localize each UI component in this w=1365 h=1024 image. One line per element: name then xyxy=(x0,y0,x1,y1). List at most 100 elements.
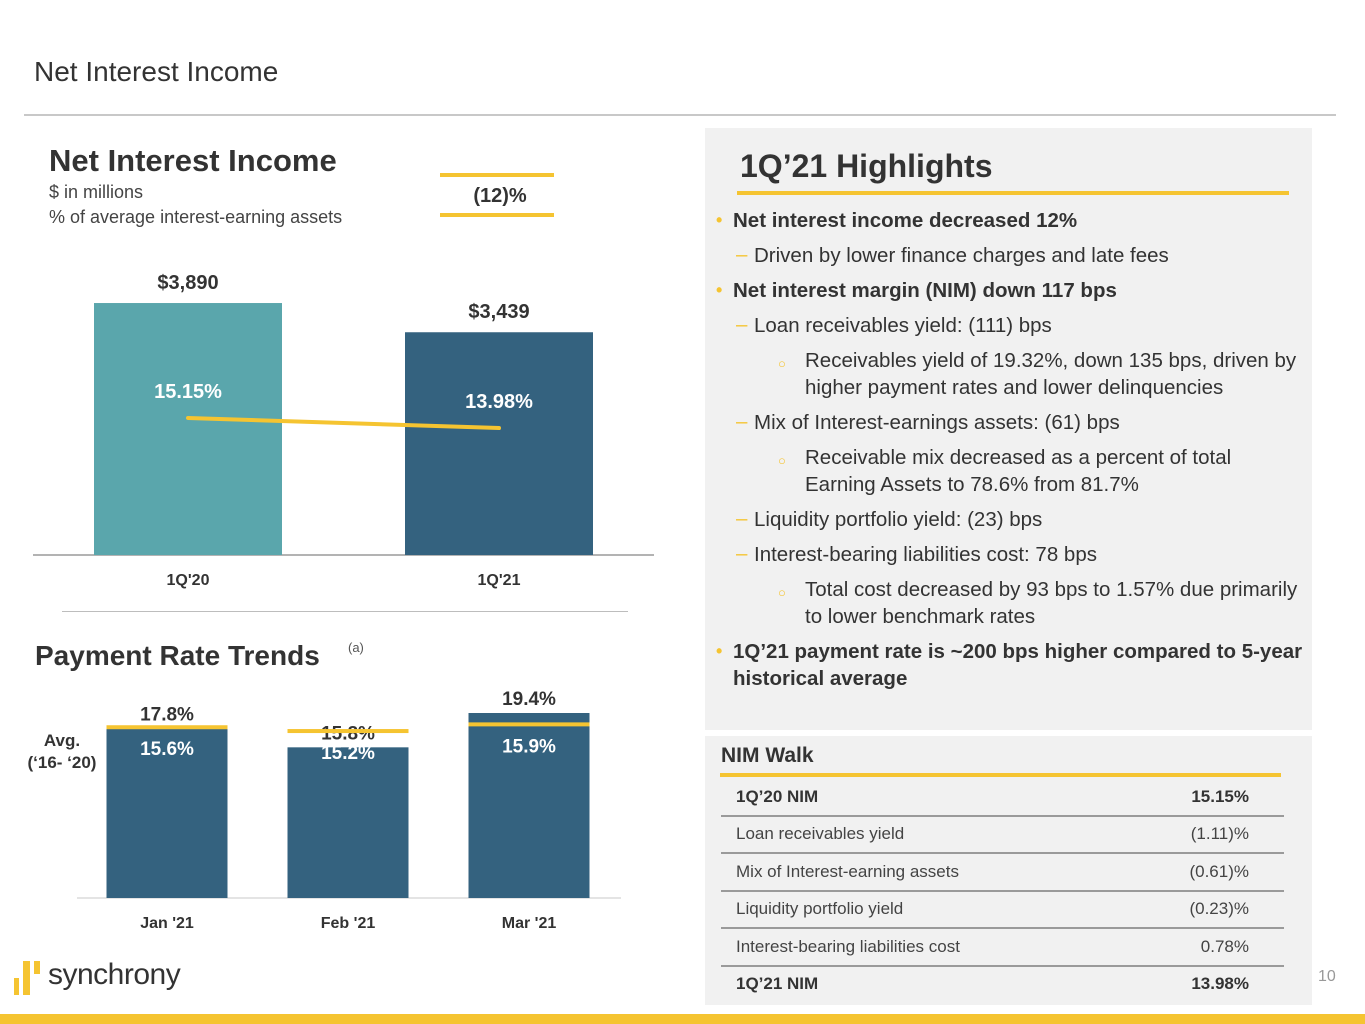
highlight-text: Mix of Interest-earnings assets: (61) bp… xyxy=(754,411,1120,434)
page-title: Net Interest Income xyxy=(34,56,279,87)
highlight-text: Net interest income decreased 12% xyxy=(733,209,1078,232)
nim-trend-line xyxy=(186,416,501,430)
change-rule-bottom xyxy=(440,213,554,217)
highlights-title: 1Q’21 Highlights xyxy=(740,148,993,184)
nim-walk-row: Loan receivables yield (1.11)% xyxy=(721,815,1284,854)
bullet-dot-icon: • xyxy=(716,641,723,661)
nim-walk-row: 1Q’20 NIM 15.15% xyxy=(721,779,1284,817)
synchrony-logo-icon xyxy=(14,961,40,995)
bullet-circle-icon: ○ xyxy=(778,356,786,371)
avg-marker-1 xyxy=(287,729,409,734)
bar-payment-0 xyxy=(106,728,228,898)
bar-value-label: $3,439 xyxy=(468,301,529,323)
bar-value-label: 17.8% xyxy=(140,704,194,725)
nim-row-label: 1Q’20 NIM xyxy=(721,779,1125,817)
highlight-text: Total cost decreased by 93 bps to 1.57% … xyxy=(805,578,1298,628)
nim-value-label: 13.98% xyxy=(465,391,533,413)
avg-marker-0 xyxy=(106,725,228,730)
bar-payment-2 xyxy=(468,713,590,898)
avg-value-label: 15.6% xyxy=(140,739,194,760)
change-label: (12)% xyxy=(473,185,527,207)
avg-value-label: 15.2% xyxy=(321,743,375,764)
nim-walk-table: 1Q’20 NIM 15.15% Loan receivables yield (1.… xyxy=(721,779,1284,1002)
highlight-item-level-3: ○ Receivable mix decreased as a percent o… xyxy=(716,444,1306,498)
highlight-text: Loan receivables yield: (111) bps xyxy=(754,314,1052,337)
highlight-item-level-2: – Driven by lower finance charges and lat… xyxy=(716,242,1306,269)
bar-value-label: 19.4% xyxy=(502,689,556,710)
bar-nii-0 xyxy=(94,303,282,555)
payment-chart-title: Payment Rate Trends xyxy=(35,640,320,671)
bullet-dash-icon: – xyxy=(736,410,748,433)
nim-walk-title: NIM Walk xyxy=(721,744,814,767)
nim-walk-row: Mix of Interest-earning assets (0.61)% xyxy=(721,853,1284,892)
bullet-circle-icon: ○ xyxy=(778,585,786,600)
highlight-item-level-2: – Liquidity portfolio yield: (23) bps xyxy=(716,506,1306,533)
x-tick-label: Feb '21 xyxy=(321,915,376,932)
change-rule-top xyxy=(440,173,554,177)
page-number: 10 xyxy=(1318,968,1336,985)
highlight-text: Liquidity portfolio yield: (23) bps xyxy=(754,508,1043,531)
highlight-item-level-1: • Net interest income decreased 12% xyxy=(716,207,1306,234)
payment-chart: 17.8% 15.6% Jan '21 15.8%15.2% Feb '21 19.4% 1… xyxy=(77,689,621,932)
bullet-dash-icon: – xyxy=(736,507,748,530)
highlight-text: 1Q’21 payment rate is ~200 bps higher co… xyxy=(733,640,1303,690)
avg-legend-label: Avg. (‘16- ‘20) xyxy=(22,730,102,774)
logo-wordmark: synchrony xyxy=(48,958,181,991)
nim-row-value: (1.11)% xyxy=(1124,815,1284,854)
highlight-item-level-1: • Net interest margin (NIM) down 117 bps xyxy=(716,277,1306,304)
bar-payment-1 xyxy=(287,747,409,898)
nii-chart-title: Net Interest Income xyxy=(49,143,337,178)
nim-row-value: (0.61)% xyxy=(1124,853,1284,892)
nii-subtitle-metric: % of average interest-earning assets xyxy=(49,207,343,227)
footer-accent-bar xyxy=(0,1014,1365,1024)
highlight-item-level-1: • 1Q’21 payment rate is ~200 bps higher c… xyxy=(716,638,1306,692)
highlight-text: Net interest margin (NIM) down 117 bps xyxy=(733,279,1117,302)
nim-walk-row: Liquidity portfolio yield (0.23)% xyxy=(721,890,1284,929)
highlights-rule xyxy=(737,191,1289,195)
highlight-text: Receivable mix decreased as a percent of… xyxy=(805,446,1232,496)
bar-nii-1 xyxy=(405,332,593,555)
highlights-panel xyxy=(705,128,1312,730)
highlight-text: Driven by lower finance charges and late… xyxy=(754,244,1169,267)
bullet-dash-icon: – xyxy=(736,313,748,336)
nim-row-value: 13.98% xyxy=(1191,974,1249,994)
nii-chart: $3,890 1Q'20 $3,439 1Q'21 15.15% 13.98% xyxy=(33,272,654,589)
x-tick-label: 1Q'21 xyxy=(478,572,521,589)
highlight-item-level-2: – Loan receivables yield: (111) bps xyxy=(716,312,1306,339)
x-tick-label: 1Q'20 xyxy=(167,572,210,589)
nim-row-label: 1Q’21 NIM xyxy=(736,974,819,994)
bullet-dash-icon: – xyxy=(736,542,748,565)
title-divider xyxy=(24,114,1336,116)
highlight-item-level-2: – Mix of Interest-earnings assets: (61) b… xyxy=(716,409,1306,436)
highlight-text: Interest-bearing liabilities cost: 78 bp… xyxy=(754,543,1097,566)
x-tick-label: Mar '21 xyxy=(502,915,557,932)
bullet-circle-icon: ○ xyxy=(778,453,786,468)
nim-walk-row: Interest-bearing liabilities cost 0.78% xyxy=(721,928,1284,967)
nim-row-label: Mix of Interest-earning assets xyxy=(721,853,1125,892)
nim-walk-row: 1Q’21 NIM 13.98% xyxy=(721,966,1284,1003)
bullet-dash-icon: – xyxy=(736,243,748,266)
nim-row-label: Liquidity portfolio yield xyxy=(721,890,1125,929)
highlight-item-level-2: – Interest-bearing liabilities cost: 78 b… xyxy=(716,541,1306,568)
nim-row-value: 0.78% xyxy=(1124,928,1284,967)
avg-value-label: 15.9% xyxy=(502,736,556,757)
avg-legend-line-1: Avg. xyxy=(43,731,81,750)
bar-value-label: $3,890 xyxy=(157,272,218,294)
highlight-text: Receivables yield of 19.32%, down 135 bp… xyxy=(805,349,1297,399)
nim-row-label: Interest-bearing liabilities cost xyxy=(721,928,1125,967)
nim-row-value: (0.23)% xyxy=(1124,890,1284,929)
highlight-item-level-3: ○ Receivables yield of 19.32%, down 135 b… xyxy=(716,347,1306,401)
highlight-item-level-3: ○ Total cost decreased by 93 bps to 1.57%… xyxy=(716,576,1306,630)
avg-legend-line-2: (‘16- ‘20) xyxy=(27,753,97,772)
footnote-marker: (a) xyxy=(348,640,364,655)
nim-value-label: 15.15% xyxy=(154,381,222,403)
x-tick-label: Jan '21 xyxy=(140,915,194,932)
bullet-dot-icon: • xyxy=(716,280,723,300)
nim-row-label: Loan receivables yield xyxy=(721,815,1125,854)
section-divider xyxy=(62,611,628,612)
avg-marker-2 xyxy=(468,722,590,727)
bullet-dot-icon: • xyxy=(716,210,723,230)
nim-walk-rule xyxy=(720,773,1281,777)
nim-row-value: 15.15% xyxy=(1124,779,1284,817)
bar-value-label: 15.8% xyxy=(321,723,375,744)
